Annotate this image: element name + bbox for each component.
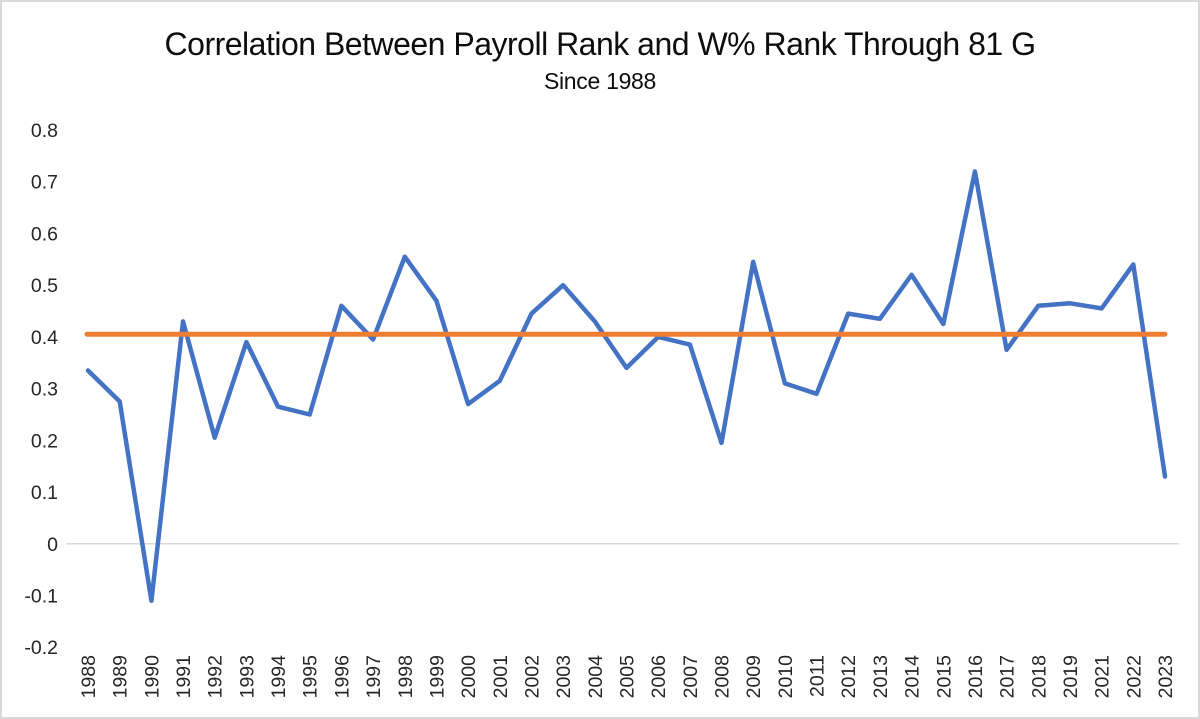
y-axis-label: 0.2 — [31, 430, 58, 452]
y-axis-label: 0.8 — [31, 120, 58, 142]
y-axis-label: 0.1 — [31, 482, 58, 504]
x-axis-label: 2018 — [1028, 655, 1050, 698]
x-axis-label: 2017 — [997, 655, 1019, 698]
x-axis-label: 1993 — [236, 655, 258, 698]
x-axis-label: 2022 — [1123, 655, 1145, 698]
x-axis-label: 1989 — [110, 655, 132, 698]
y-axis-label: 0.5 — [31, 275, 58, 297]
y-axis-label: -0.2 — [24, 637, 58, 659]
y-axis-label: 0.3 — [31, 379, 58, 401]
correlation-series-line — [85, 169, 1168, 603]
chart-title: Correlation Between Payroll Rank and W% … — [164, 26, 1036, 62]
x-axis-label: 2015 — [933, 655, 955, 699]
x-axis-label: 2007 — [680, 655, 702, 698]
x-axis-label: 2014 — [902, 655, 924, 699]
chart-subtitle: Since 1988 — [543, 67, 657, 94]
x-axis-label: 2016 — [965, 655, 987, 698]
x-axis-label: 2011 — [807, 655, 829, 697]
x-axis-label: 2006 — [648, 655, 670, 698]
x-axis-label: 2012 — [838, 655, 860, 698]
x-axis-label: 2005 — [617, 655, 639, 699]
y-axis-label: 0.4 — [31, 327, 58, 349]
x-axis-label: 1998 — [395, 655, 417, 698]
x-axis-label: 1997 — [363, 655, 385, 698]
x-axis-label: 2009 — [743, 655, 765, 698]
x-axis-label: 2003 — [553, 655, 575, 698]
x-axis-label: 2001 — [490, 655, 512, 698]
x-axis-label: 2023 — [1155, 655, 1177, 698]
x-axis-label: 1992 — [205, 655, 227, 698]
x-axis-label: 1995 — [300, 655, 322, 699]
y-axis-label: 0.7 — [31, 172, 58, 194]
x-axis-label: 1990 — [141, 655, 163, 699]
x-axis-label: 2021 — [1092, 655, 1114, 698]
x-axis-label: 2010 — [775, 655, 797, 699]
chart-header: Correlation Between Payroll Rank and W% … — [2, 2, 1198, 95]
x-axis-label: 1994 — [268, 655, 290, 699]
x-axis-label: 1999 — [426, 655, 448, 698]
x-axis-label: 1991 — [173, 655, 195, 698]
x-axis-label: 2008 — [712, 655, 734, 698]
y-axis-label: 0.6 — [31, 223, 58, 245]
x-axis-label: 1996 — [331, 655, 353, 698]
x-axis-label: 2000 — [458, 655, 480, 699]
y-axis-label: 0 — [47, 534, 58, 556]
x-axis-label: 2019 — [1060, 655, 1082, 698]
x-axis-label: 2002 — [522, 655, 544, 698]
x-axis-label: 1988 — [78, 655, 100, 698]
x-axis-label: 2004 — [585, 655, 607, 699]
y-axis-label: -0.1 — [24, 585, 58, 607]
x-axis-label: 2013 — [870, 655, 892, 698]
